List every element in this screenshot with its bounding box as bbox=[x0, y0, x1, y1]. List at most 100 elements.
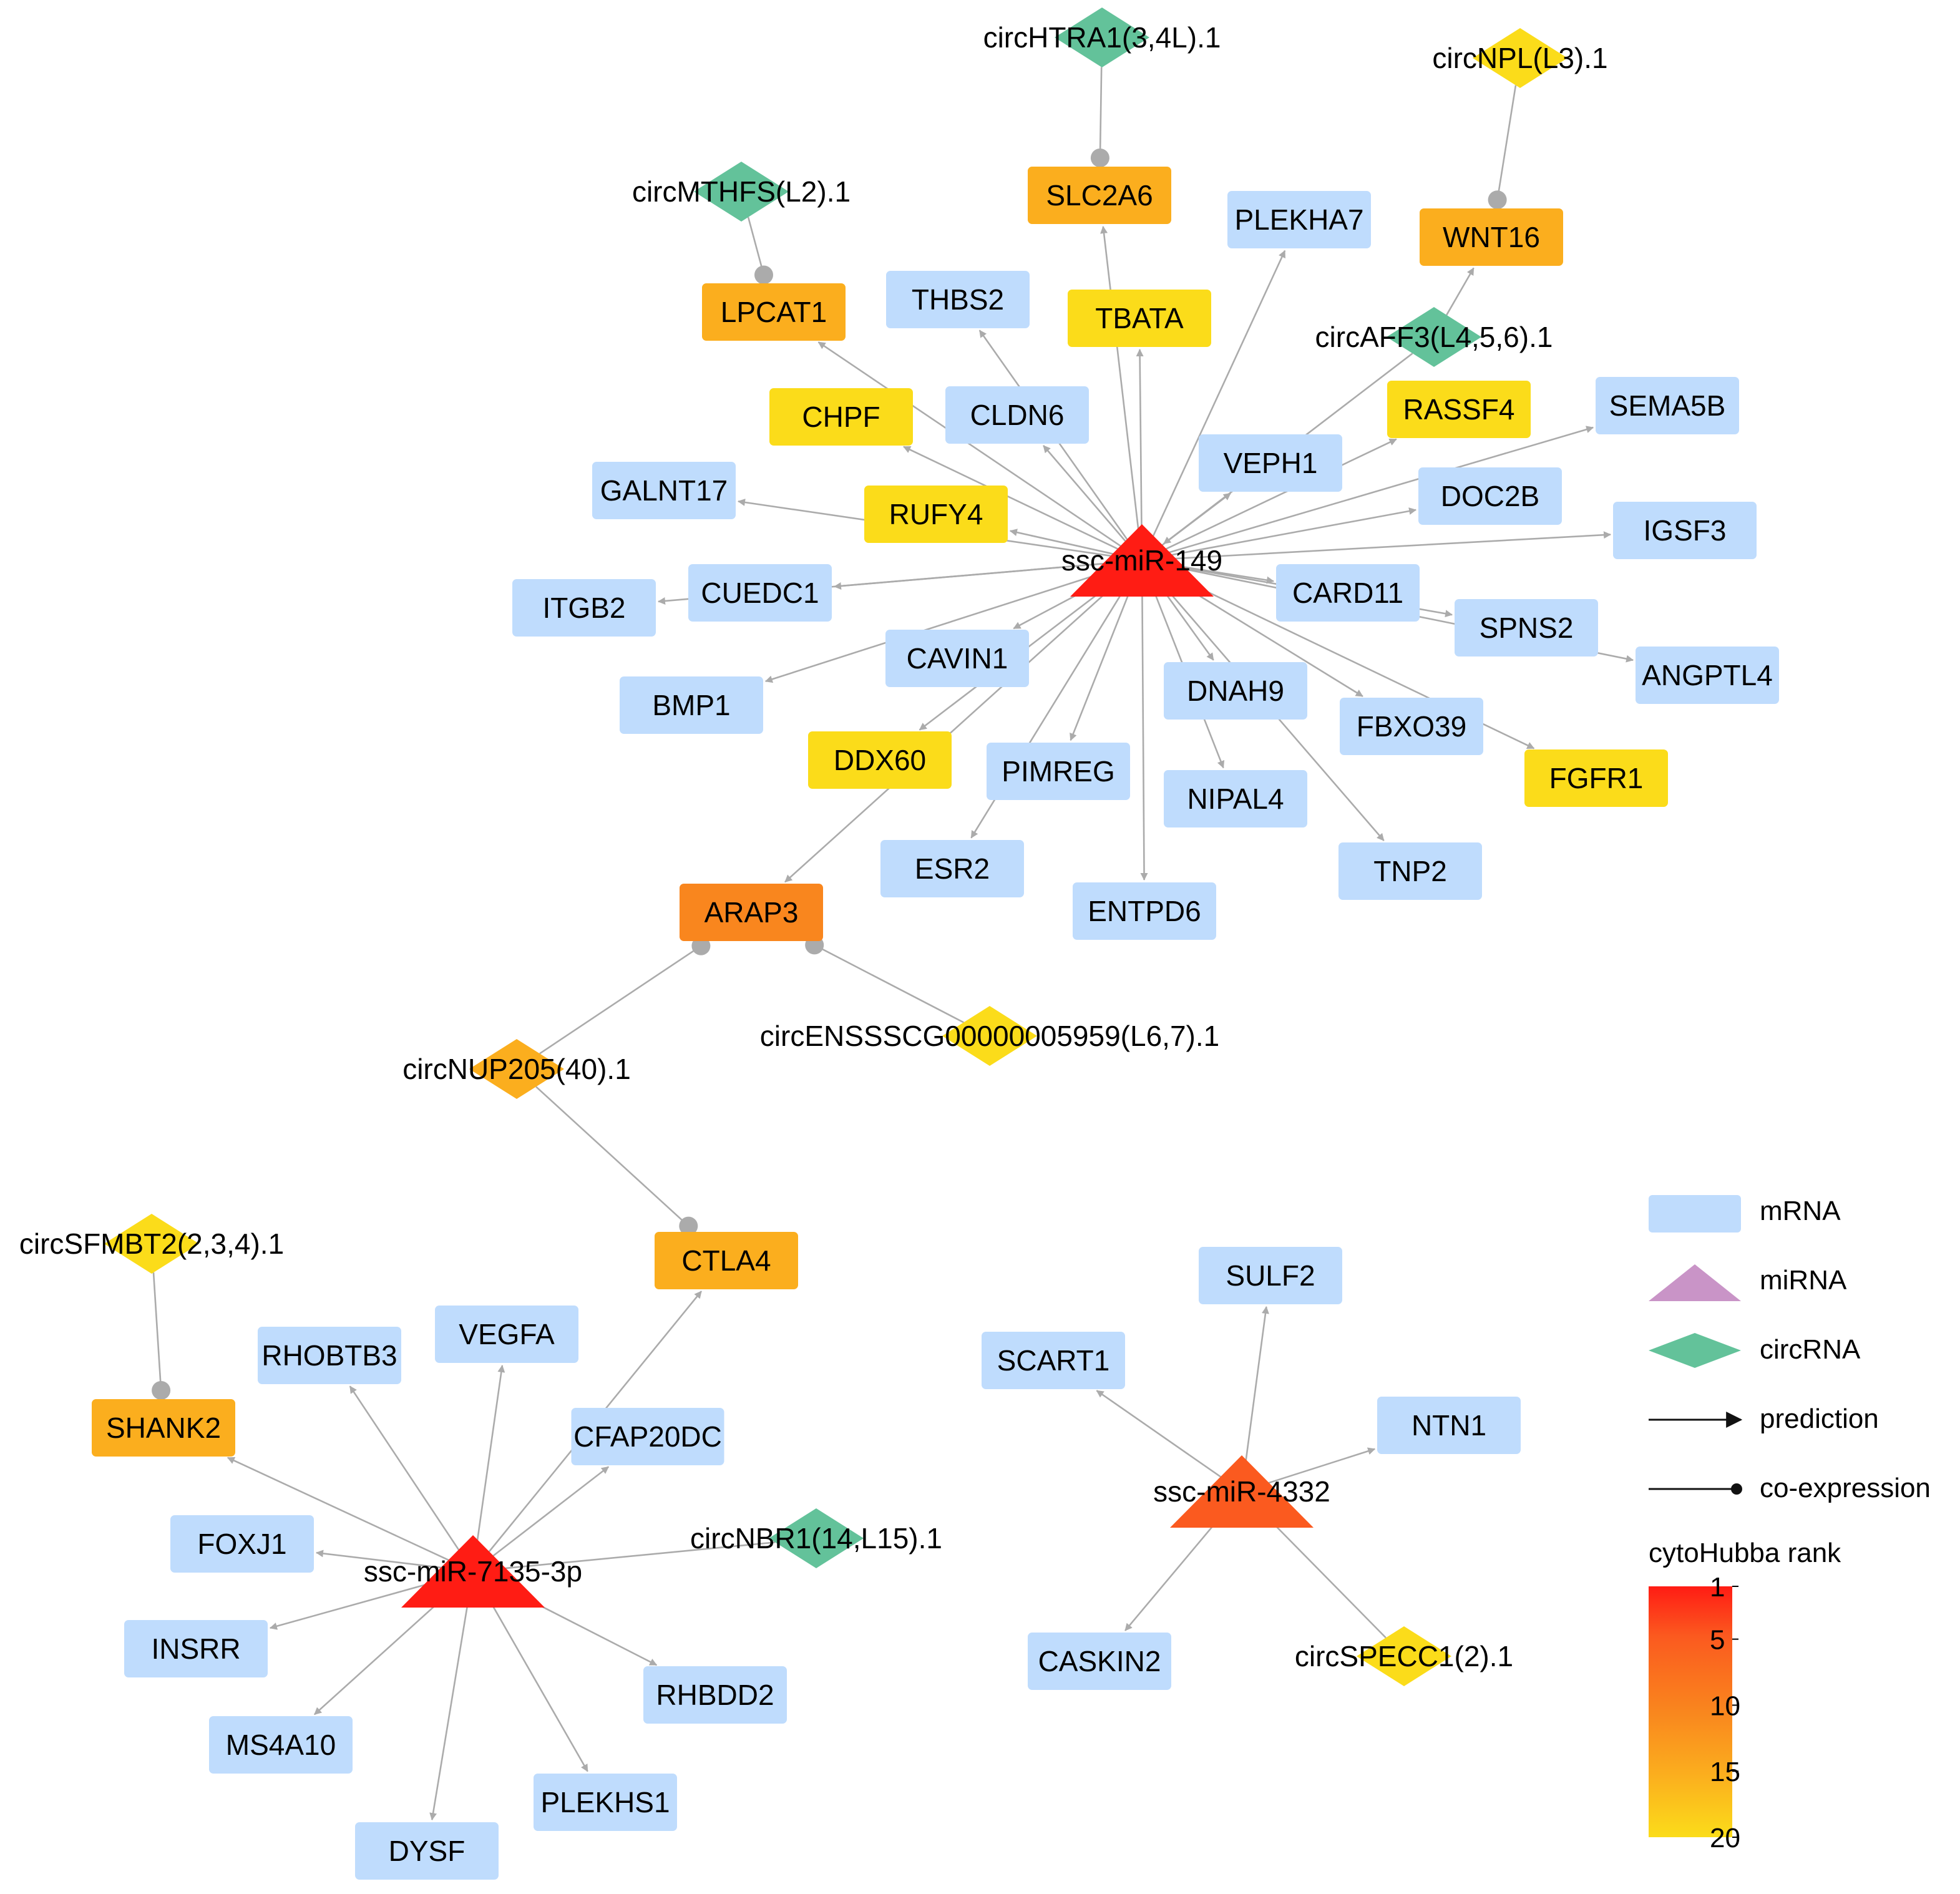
circ-node-circNBR1[interactable]: circNBR1(14,L15).1 bbox=[690, 1508, 942, 1568]
mrna-node-RUFY4[interactable]: RUFY4 bbox=[864, 486, 1008, 543]
mrna-node-SCART1[interactable]: SCART1 bbox=[982, 1332, 1125, 1389]
mirna-node-miR149[interactable]: ssc-miR-149 bbox=[1061, 524, 1222, 597]
mrna-node-SHANK2[interactable]: SHANK2 bbox=[92, 1399, 235, 1457]
mrna-node-DOC2B[interactable]: DOC2B bbox=[1418, 467, 1562, 525]
mrna-node-LPCAT1[interactable]: LPCAT1 bbox=[702, 283, 846, 341]
mrna-node-ESR2[interactable]: ESR2 bbox=[880, 840, 1024, 897]
edge-circSPECC1-miR4332 bbox=[1260, 1510, 1387, 1639]
mrna-node-ENTPD6[interactable]: ENTPD6 bbox=[1073, 882, 1216, 940]
mrna-node-PLEKHS1[interactable]: PLEKHS1 bbox=[534, 1774, 677, 1831]
edge-miR149-CLDN6 bbox=[1043, 445, 1126, 542]
mrna-node-INSRR[interactable]: INSRR bbox=[124, 1620, 268, 1677]
mrna-label: VEPH1 bbox=[1224, 447, 1318, 479]
mrna-node-SULF2[interactable]: SULF2 bbox=[1199, 1247, 1342, 1304]
mrna-node-CLDN6[interactable]: CLDN6 bbox=[945, 386, 1089, 444]
circrna-diamond bbox=[1055, 7, 1149, 67]
mrna-node-SLC2A6[interactable]: SLC2A6 bbox=[1028, 167, 1171, 224]
circ-node-circSPECC1[interactable]: circSPECC1(2).1 bbox=[1295, 1626, 1513, 1686]
circ-node-circNUP205[interactable]: circNUP205(40).1 bbox=[402, 1039, 631, 1099]
edge-miR149-SLC2A6 bbox=[1100, 226, 1140, 536]
mrna-node-PLEKHA7[interactable]: PLEKHA7 bbox=[1227, 191, 1371, 248]
edge-miR149-RASSF4 bbox=[1164, 438, 1397, 550]
mrna-node-FGFR1[interactable]: FGFR1 bbox=[1524, 749, 1668, 807]
mrna-node-FOXJ1[interactable]: FOXJ1 bbox=[170, 1515, 314, 1573]
mrna-node-SEMA5B[interactable]: SEMA5B bbox=[1596, 377, 1739, 434]
mrna-box bbox=[534, 1774, 677, 1831]
mrna-node-CHPF[interactable]: CHPF bbox=[769, 388, 913, 446]
mrna-node-BMP1[interactable]: BMP1 bbox=[620, 676, 763, 734]
mrna-label: SULF2 bbox=[1226, 1259, 1315, 1292]
mrna-label: PIMREG bbox=[1002, 755, 1114, 788]
edge-miR149-RUFY4 bbox=[1009, 529, 1118, 556]
mrna-box bbox=[124, 1620, 268, 1677]
edge-circENSSSCG-ARAP3 bbox=[814, 944, 964, 1023]
legend-prediction-label: prediction bbox=[1760, 1403, 1879, 1434]
mrna-node-CUEDC1[interactable]: CUEDC1 bbox=[688, 564, 832, 622]
mrna-box bbox=[592, 462, 736, 519]
circrna-diamond bbox=[104, 1214, 199, 1274]
mrna-node-NIPAL4[interactable]: NIPAL4 bbox=[1164, 770, 1307, 827]
mrna-label: CARD11 bbox=[1292, 577, 1403, 609]
mrna-node-TBATA[interactable]: TBATA bbox=[1068, 290, 1211, 347]
mrna-node-ARAP3[interactable]: ARAP3 bbox=[680, 884, 823, 941]
mrna-node-VEPH1[interactable]: VEPH1 bbox=[1199, 434, 1342, 492]
mirna-node-miR7135[interactable]: ssc-miR-7135-3p bbox=[364, 1535, 582, 1608]
mrna-node-FBXO39[interactable]: FBXO39 bbox=[1340, 698, 1483, 755]
mrna-box bbox=[880, 840, 1024, 897]
mrna-box bbox=[680, 884, 823, 941]
mrna-label: CASKIN2 bbox=[1038, 1645, 1161, 1677]
edge-miR4332-SCART1 bbox=[1096, 1390, 1222, 1478]
edge-miR149-PIMREG bbox=[1070, 583, 1134, 741]
mrna-node-ITGB2[interactable]: ITGB2 bbox=[512, 579, 656, 637]
mrna-node-ANGPTL4[interactable]: ANGPTL4 bbox=[1636, 647, 1779, 704]
mrna-node-TNP2[interactable]: TNP2 bbox=[1338, 842, 1482, 900]
colorbar-tick-label: 15 bbox=[1710, 1757, 1740, 1787]
colorbar-tick-label: 1 bbox=[1710, 1572, 1725, 1603]
mrna-box bbox=[1524, 749, 1668, 807]
circ-node-circNPL[interactable]: circNPL(L3).1 bbox=[1432, 28, 1608, 88]
mrna-node-DNAH9[interactable]: DNAH9 bbox=[1164, 662, 1307, 720]
mrna-box bbox=[1387, 381, 1531, 438]
mrna-box bbox=[1636, 647, 1779, 704]
mrna-node-CASKIN2[interactable]: CASKIN2 bbox=[1028, 1633, 1171, 1690]
mrna-node-NTN1[interactable]: NTN1 bbox=[1377, 1397, 1521, 1454]
mrna-node-RHBDD2[interactable]: RHBDD2 bbox=[643, 1666, 787, 1724]
mrna-node-VEGFA[interactable]: VEGFA bbox=[435, 1306, 578, 1363]
mrna-box bbox=[435, 1306, 578, 1363]
mrna-box bbox=[987, 743, 1130, 800]
circ-node-circMTHFS[interactable]: circMTHFS(L2).1 bbox=[632, 162, 851, 222]
mrna-node-WNT16[interactable]: WNT16 bbox=[1420, 208, 1563, 266]
mrna-node-RASSF4[interactable]: RASSF4 bbox=[1387, 381, 1531, 438]
mrna-node-CARD11[interactable]: CARD11 bbox=[1276, 564, 1420, 622]
edge-circNUP205-CTLA4 bbox=[535, 1086, 690, 1227]
mrna-label: LPCAT1 bbox=[721, 296, 827, 328]
mrna-node-SPNS2[interactable]: SPNS2 bbox=[1455, 599, 1598, 657]
mrna-label: SCART1 bbox=[997, 1344, 1110, 1377]
mrna-node-DDX60[interactable]: DDX60 bbox=[808, 731, 952, 789]
mrna-node-PIMREG[interactable]: PIMREG bbox=[987, 743, 1130, 800]
mrna-box bbox=[886, 271, 1030, 328]
legend-coexpression-dot bbox=[1731, 1483, 1742, 1495]
mrna-node-CAVIN1[interactable]: CAVIN1 bbox=[885, 630, 1029, 687]
mrna-node-RHOBTB3[interactable]: RHOBTB3 bbox=[258, 1327, 401, 1384]
mrna-node-IGSF3[interactable]: IGSF3 bbox=[1613, 502, 1757, 559]
mrna-box bbox=[1028, 1633, 1171, 1690]
mrna-node-GALNT17[interactable]: GALNT17 bbox=[592, 462, 736, 519]
mrna-node-MS4A10[interactable]: MS4A10 bbox=[209, 1716, 353, 1774]
circ-node-circSFMBT2[interactable]: circSFMBT2(2,3,4).1 bbox=[19, 1214, 284, 1274]
mirna-label: ssc-miR-149 bbox=[1061, 544, 1222, 577]
edge-miR149-IGSF3 bbox=[1166, 531, 1611, 560]
circ-node-circHTRA1[interactable]: circHTRA1(3,4L).1 bbox=[983, 7, 1221, 67]
mrna-node-CTLA4[interactable]: CTLA4 bbox=[655, 1232, 798, 1289]
mrna-label: WNT16 bbox=[1443, 221, 1540, 253]
mrna-node-CFAP20DC[interactable]: CFAP20DC bbox=[571, 1408, 724, 1465]
mrna-box bbox=[1596, 377, 1739, 434]
mrna-node-THBS2[interactable]: THBS2 bbox=[886, 271, 1030, 328]
edge-miR7135-RHOBTB3 bbox=[349, 1385, 460, 1551]
mrna-node-DYSF[interactable]: DYSF bbox=[355, 1822, 499, 1880]
circ-node-circAFF3[interactable]: circAFF3(L4,5,6).1 bbox=[1315, 307, 1553, 367]
circ-node-circENSSSCG[interactable]: circENSSSCG00000005959(L6,7).1 bbox=[760, 1006, 1219, 1066]
edge-circNPL-WNT16 bbox=[1496, 85, 1517, 200]
mirna-node-miR4332[interactable]: ssc-miR-4332 bbox=[1153, 1455, 1330, 1528]
edge-miR149-ARAP3 bbox=[784, 576, 1124, 883]
